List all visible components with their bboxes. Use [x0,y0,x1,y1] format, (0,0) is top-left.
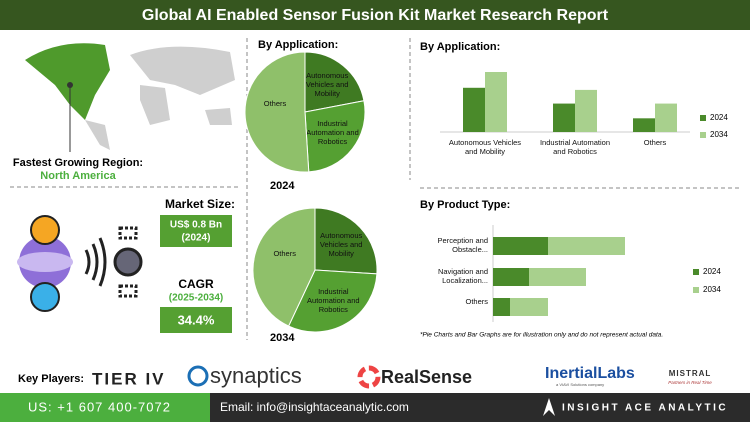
pie-label: Industrial Automation and Robotics [306,119,359,147]
bar [463,87,485,132]
logo-icon [187,365,209,387]
player-logo-tagline: Partners in Real Time [668,380,712,385]
header-bar [0,0,750,30]
footer-brand: INSIGHT ACE ANALYTIC [562,403,728,414]
header-title: Global AI Enabled Sensor Fusion Kit Mark… [142,7,609,24]
bar [510,298,548,316]
pie-label: Autonomous Vehicles and Mobility [319,231,363,259]
logo-icon [357,365,381,389]
x-tick-label: Autonomous Vehicles and Mobility [448,138,522,156]
x-tick-label: Industrial Automation and Robotics [539,138,611,156]
bar [548,237,625,255]
key-players-label: Key Players: [18,373,84,385]
x-tick-label-box: Industrial Automation and Robotics [539,138,611,156]
pie-label-box: Others [273,249,296,259]
x-tick-label: Others [643,138,667,147]
world-map [25,43,235,152]
chart-subtitle: 2034 [270,332,295,344]
chart-subtitle: 2024 [270,180,295,192]
bar [493,268,529,286]
player-logo: InertialLabs [545,365,635,382]
y-tick-label: Perception and Obstacle... [437,236,488,254]
pie-label: Others [273,249,296,259]
pie-slice [304,51,365,113]
bar [655,103,677,132]
player-logo-tagline: a VIAVI Solutions company [556,382,604,387]
note: *Pie Charts and Bar Graphs are for illus… [420,332,663,339]
bar [529,268,586,286]
chart-title: By Product Type: [420,199,510,211]
legend-label: 2034 [703,285,721,294]
cagr-value: 34.4% [178,312,215,327]
sensor-icon [17,215,143,312]
market-size-box [160,215,232,247]
pie-label-box: Autonomous Vehicles and Mobility [319,231,363,259]
bar [575,89,597,132]
y-tick-label: Navigation and Localization... [437,267,488,285]
pie-slice [287,269,378,333]
footer-phone-bar [0,393,210,422]
y-tick-label-box: Navigation and Localization... [437,267,488,285]
legend-swatch [693,287,699,293]
legend-swatch [693,269,699,275]
cagr-box [160,307,232,333]
x-tick-label-box: Autonomous Vehicles and Mobility [448,138,522,156]
pie-slice [314,207,378,275]
pie-slice [252,207,316,327]
bar [553,103,575,132]
y-tick-label-box: Others [465,297,488,306]
cagr-label: CAGR [178,277,214,291]
region-value: North America [40,170,116,182]
player-logo: RealSense [381,367,472,387]
bar [633,118,655,132]
pie-label-box: Autonomous Vehicles and Mobility [305,71,349,99]
player-logo: TIER IV [92,369,166,388]
market-size-year: (2024) [182,233,211,244]
pie-label: Others [263,98,287,108]
legend-label: 2024 [710,113,728,122]
pie-label: Industrial Automation and Robotics [307,286,360,314]
footer-phone: US: +1 607 400-7072 [28,399,171,414]
pie-label-box: Others [263,98,287,108]
bar [485,72,507,132]
market-size-label: Market Size: [165,197,235,211]
market-size-value: US$ 0.8 Bn [170,220,222,231]
cagr-years: (2025-2034) [169,293,223,304]
legend-swatch [700,132,706,138]
bar [493,237,548,255]
x-tick-label-box: Others [643,138,667,147]
chart-title: By Application: [420,41,500,53]
player-logo: synaptics [210,363,302,388]
legend-swatch [700,115,706,121]
pie-slice [244,51,310,173]
legend-label: 2034 [710,130,728,139]
pie-label-box: Industrial Automation and Robotics [306,119,359,147]
region-label: Fastest Growing Region: [13,157,143,169]
y-tick-label: Others [465,297,488,306]
player-logo: MISTRAL [669,369,712,378]
footer-email: Email: info@insightaceanalytic.com [220,400,409,414]
brand-icon [543,398,555,416]
bar [493,298,510,316]
pie-slice [304,100,366,173]
pie-label: Autonomous Vehicles and Mobility [305,71,349,99]
y-tick-label-box: Perception and Obstacle... [437,236,488,254]
footer-bar [210,393,750,422]
pie-label-box: Industrial Automation and Robotics [307,286,360,314]
legend-label: 2024 [703,267,721,276]
chart-title: By Application: [258,39,338,51]
